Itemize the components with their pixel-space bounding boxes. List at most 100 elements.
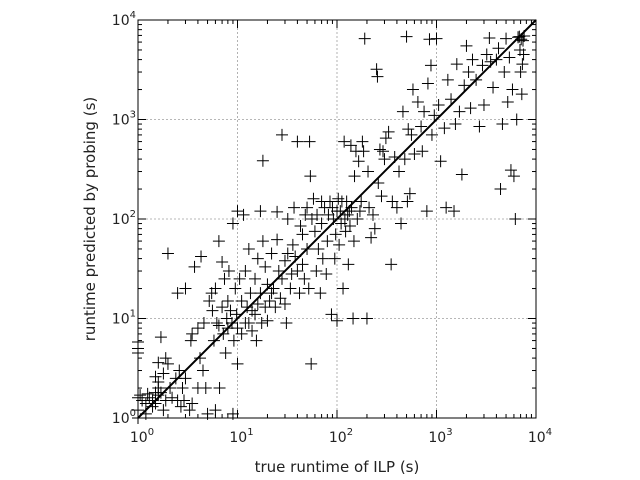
data-point xyxy=(514,66,527,79)
data-point xyxy=(401,195,414,208)
data-point xyxy=(393,165,406,178)
data-point xyxy=(347,312,360,325)
data-point xyxy=(159,352,172,365)
data-point xyxy=(149,370,162,383)
tick-marks xyxy=(137,20,536,419)
data-point xyxy=(458,79,471,92)
data-point xyxy=(314,287,327,300)
data-point xyxy=(285,268,298,281)
data-point xyxy=(296,228,309,241)
data-point xyxy=(235,294,248,307)
data-point xyxy=(377,145,390,158)
data-point xyxy=(310,265,323,278)
data-point xyxy=(402,123,415,136)
data-point xyxy=(256,154,269,167)
data-point xyxy=(197,317,210,330)
data-point xyxy=(344,139,357,152)
data-point xyxy=(222,265,235,278)
data-point xyxy=(307,192,320,205)
data-point xyxy=(460,39,473,52)
data-point xyxy=(503,51,516,64)
data-point xyxy=(453,105,466,118)
data-point xyxy=(184,334,197,347)
data-point xyxy=(340,195,353,208)
data-point xyxy=(251,252,264,265)
data-point xyxy=(415,120,428,133)
data-point xyxy=(218,272,231,285)
data-point xyxy=(483,31,496,44)
y-tick-label: 104 xyxy=(112,10,136,29)
data-point xyxy=(209,282,222,295)
data-point xyxy=(241,301,254,314)
x-tick-label: 103 xyxy=(428,427,452,446)
data-point xyxy=(302,282,315,295)
data-point xyxy=(395,217,408,230)
data-point xyxy=(323,195,336,208)
data-point xyxy=(278,297,291,310)
data-point xyxy=(411,95,424,108)
data-point xyxy=(271,233,284,246)
data-point xyxy=(338,135,351,148)
data-point xyxy=(254,287,267,300)
data-point xyxy=(173,364,186,377)
data-point xyxy=(219,347,232,360)
data-point xyxy=(311,208,324,221)
data-point xyxy=(229,282,242,295)
data-point xyxy=(274,292,287,305)
data-point xyxy=(441,73,454,86)
data-point xyxy=(382,125,395,138)
data-point xyxy=(504,164,517,177)
data-point xyxy=(134,389,147,402)
data-point xyxy=(249,272,262,285)
data-point xyxy=(246,324,259,337)
data-point xyxy=(183,404,196,417)
data-point xyxy=(362,165,375,178)
data-point xyxy=(455,168,468,181)
data-point xyxy=(348,170,361,183)
data-point xyxy=(462,66,475,79)
data-point xyxy=(159,394,172,407)
data-point xyxy=(179,282,192,295)
data-point xyxy=(265,247,278,260)
data-point xyxy=(272,265,285,278)
data-point xyxy=(157,404,170,417)
data-point xyxy=(378,153,391,166)
data-point xyxy=(312,242,325,255)
data-point xyxy=(224,304,237,317)
data-point xyxy=(152,376,165,389)
data-point xyxy=(259,260,272,273)
data-point xyxy=(498,66,511,79)
data-point xyxy=(235,327,248,340)
reference-line xyxy=(137,19,537,419)
data-point xyxy=(265,287,278,300)
data-point xyxy=(288,201,301,214)
data-point xyxy=(315,217,328,230)
data-point xyxy=(161,357,174,370)
data-point xyxy=(428,109,441,122)
data-point xyxy=(517,48,530,61)
data-point xyxy=(375,190,388,203)
data-point xyxy=(271,205,284,218)
data-point xyxy=(373,143,386,156)
data-point xyxy=(500,32,513,45)
y-tick-label: 102 xyxy=(112,209,136,228)
data-point xyxy=(212,319,225,332)
data-point xyxy=(194,352,207,365)
y-axis-label: runtime predicted by probing (s) xyxy=(81,97,99,341)
data-point xyxy=(220,312,233,325)
data-point xyxy=(516,58,529,71)
data-point xyxy=(308,225,321,238)
data-point xyxy=(164,382,177,395)
data-point xyxy=(332,192,345,205)
data-point xyxy=(250,334,263,347)
data-point xyxy=(216,301,229,314)
data-point xyxy=(473,120,486,133)
data-point xyxy=(316,252,329,265)
data-point xyxy=(281,213,294,225)
data-point xyxy=(326,201,339,214)
data-point xyxy=(494,183,507,196)
data-point xyxy=(440,201,453,214)
data-point xyxy=(213,382,226,395)
data-point xyxy=(152,356,165,369)
data-point xyxy=(438,122,451,135)
